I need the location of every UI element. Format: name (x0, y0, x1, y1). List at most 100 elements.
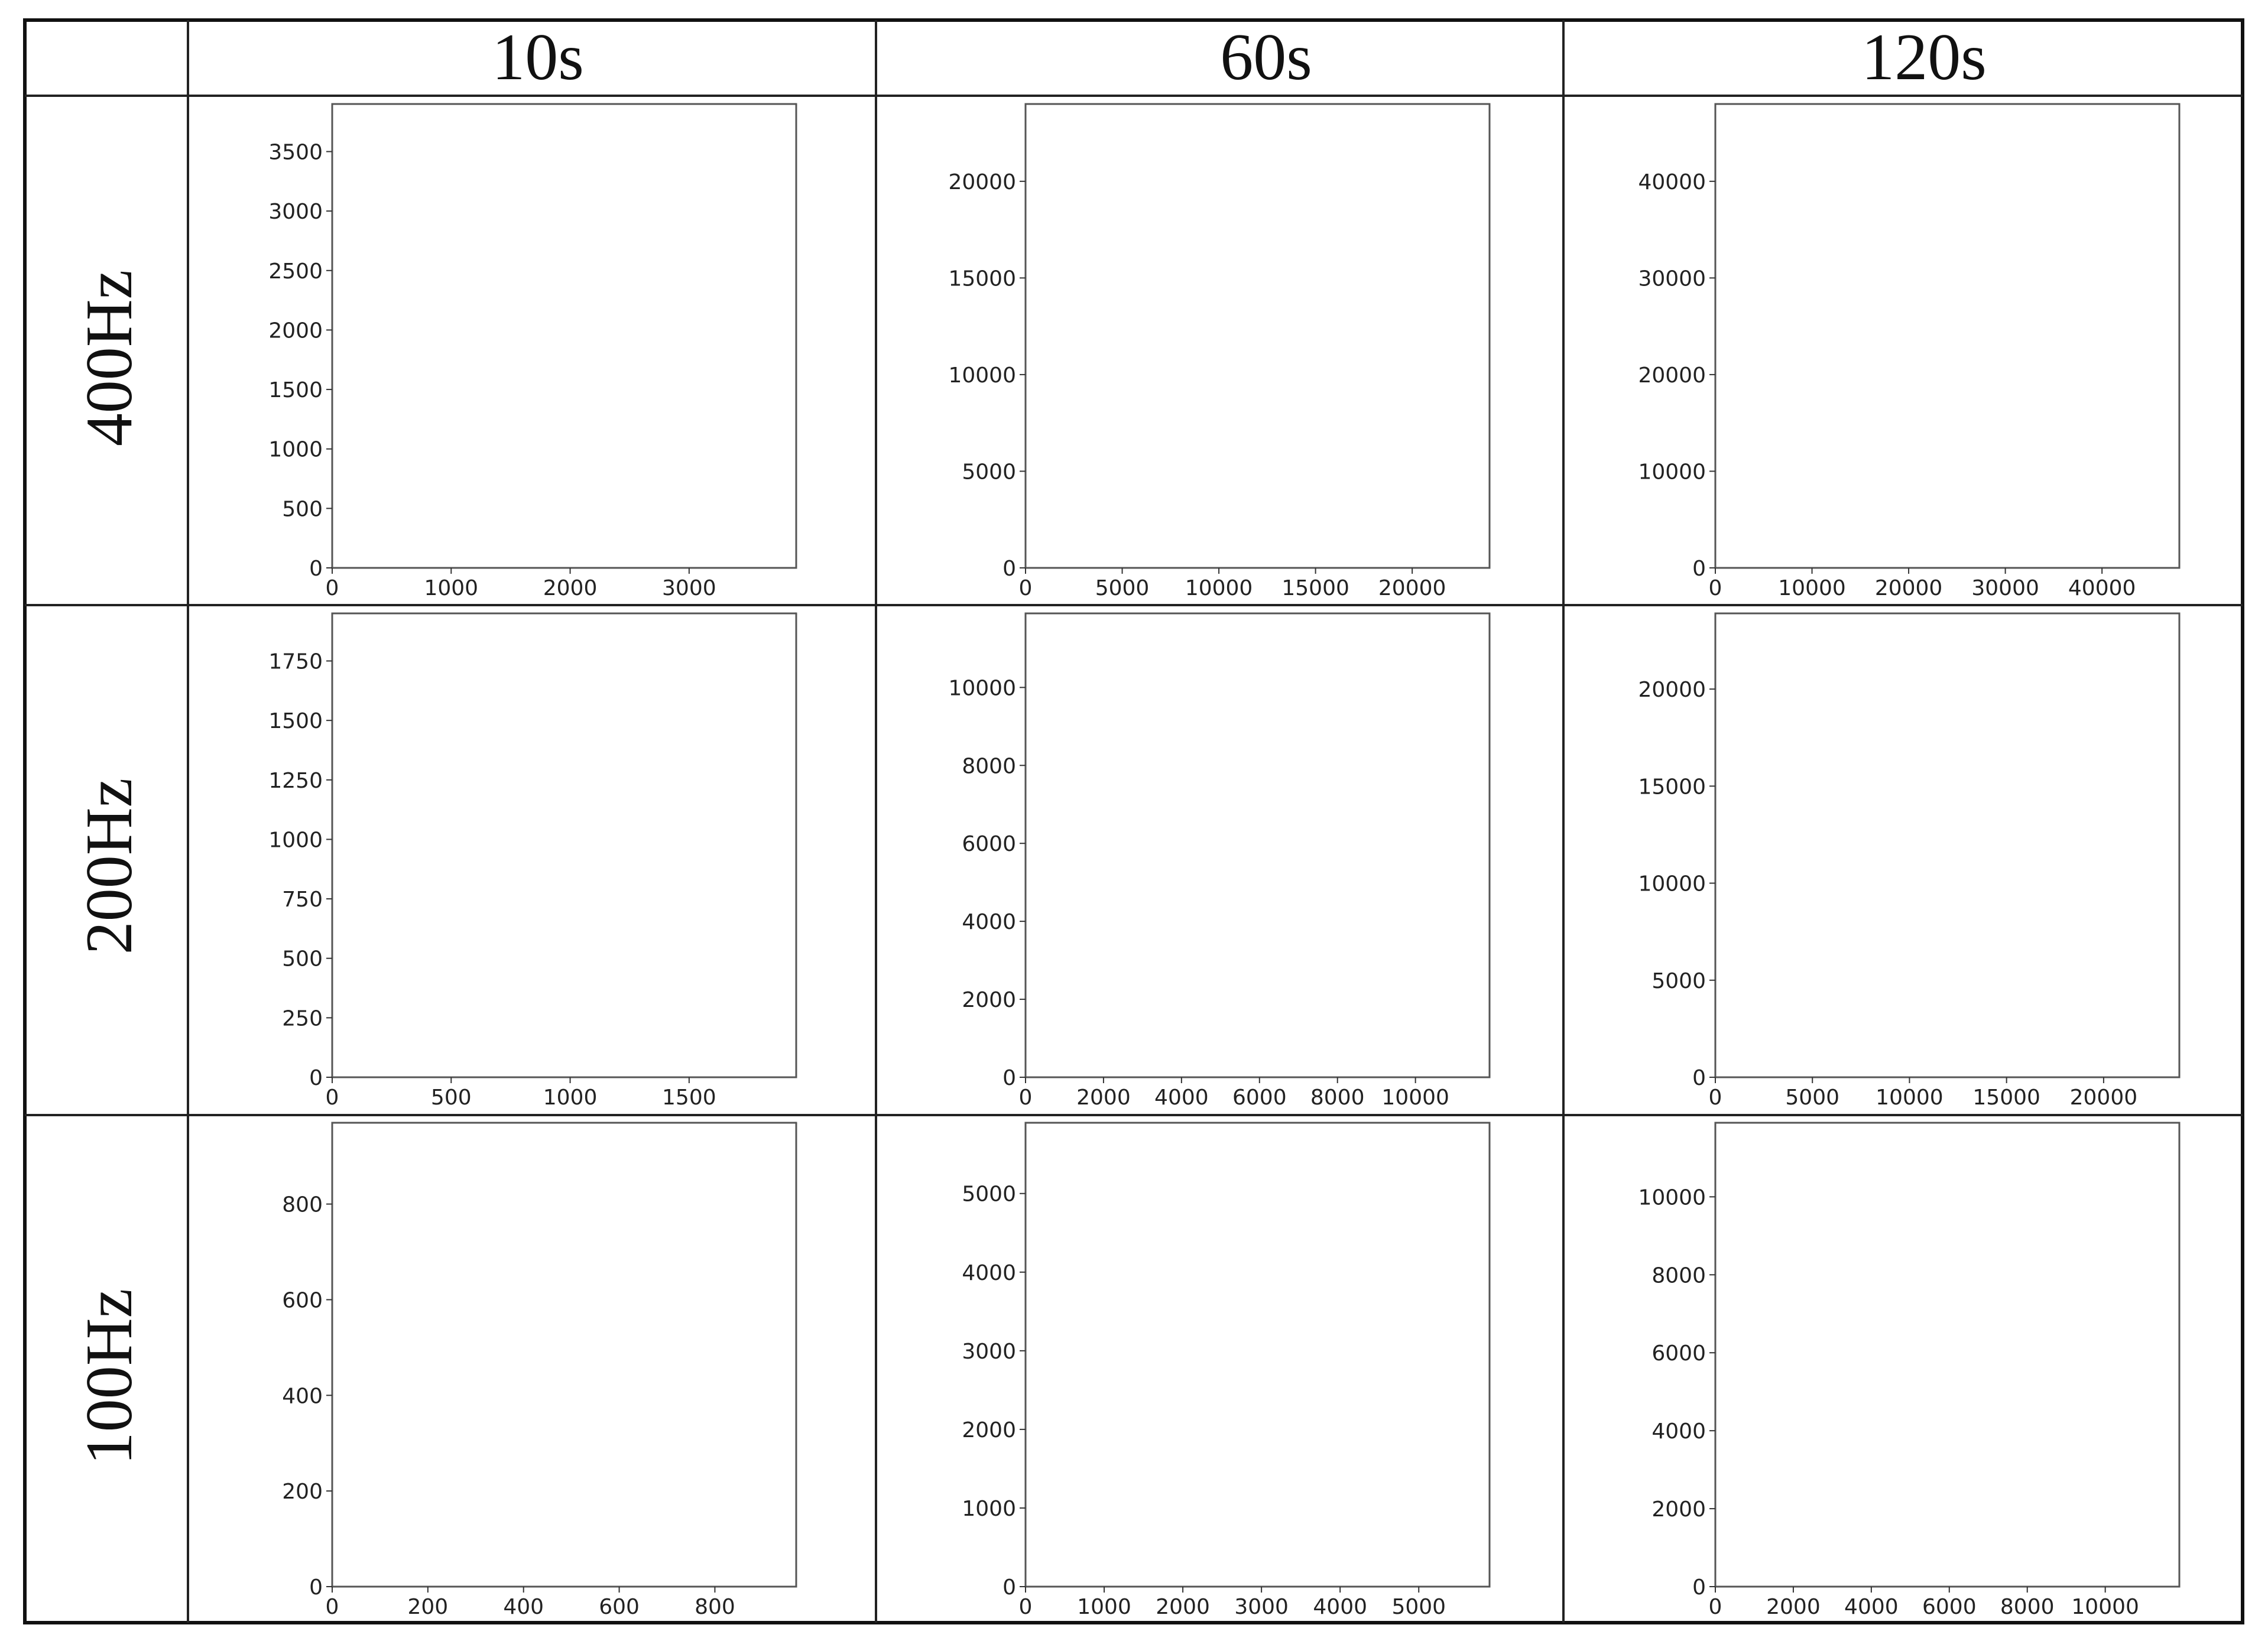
x-tick-label: 600 (599, 1595, 640, 1619)
y-tick-label: 40000 (1638, 170, 1706, 194)
y-tick-label: 2500 (268, 259, 323, 284)
plot-200hz-10s: 0 500 1000 1500 0 250 500 750 1000 1250 1500 1750 (268, 612, 797, 1110)
x-tick-label: 200 (407, 1595, 448, 1619)
y-tick-label: 8000 (1651, 1263, 1706, 1288)
x-tick-label: 2000 (1766, 1595, 1821, 1619)
x-tick-label: 0 (1019, 1595, 1033, 1619)
y-tick-label: 5000 (962, 1182, 1016, 1207)
row-header-400hz: 400Hz (73, 270, 146, 447)
y-tick-label: 0 (1002, 1066, 1016, 1090)
axes-frame-200hz-120s (1714, 612, 2181, 1078)
x-tick-label: 5000 (1095, 576, 1150, 600)
axes-frame-400hz-60s (1024, 103, 1491, 569)
y-tick-label: 0 (1002, 1575, 1016, 1600)
col-header-120s: 120s (1861, 21, 1987, 94)
x-tick-label: 20000 (1378, 576, 1446, 600)
axes-frame-100hz-10s (331, 1122, 797, 1588)
y-tick-label: 400 (282, 1384, 323, 1408)
x-tick-label: 3000 (662, 576, 716, 600)
x-tick-label: 1000 (1077, 1595, 1131, 1619)
y-tick-label: 2000 (962, 988, 1016, 1012)
y-tick-label: 4000 (962, 1261, 1016, 1285)
y-tick-label: 0 (1692, 1575, 1706, 1600)
table-frame (23, 18, 2244, 1624)
y-tick-label: 20000 (1638, 678, 1706, 702)
x-tick-label: 10000 (1876, 1086, 1943, 1110)
axes-frame-400hz-10s (331, 103, 797, 569)
x-tick-label: 2000 (1076, 1086, 1131, 1110)
y-tick-label: 2000 (962, 1418, 1016, 1442)
x-tick-label: 15000 (1281, 576, 1349, 600)
y-tick-label: 1500 (268, 709, 323, 733)
plot-200hz-120s: 0 5000 10000 15000 20000 0 5000 10000 15000 20000 (1638, 612, 2181, 1110)
x-tick-label: 2000 (1156, 1595, 1210, 1619)
x-tick-label: 1000 (424, 576, 478, 600)
x-tick-label: 10000 (2071, 1595, 2139, 1619)
y-tick-label: 10000 (948, 676, 1016, 700)
y-tick-label: 6000 (962, 832, 1016, 856)
y-tick-label: 3500 (268, 141, 323, 165)
plot-100hz-10s: 0 200 400 600 800 0 200 400 600 800 (282, 1122, 797, 1619)
y-tick-label: 250 (282, 1006, 323, 1031)
y-tick-label: 0 (1002, 557, 1016, 581)
col-header-10s: 10s (492, 21, 584, 94)
x-tick-label: 10000 (1778, 576, 1846, 600)
y-tick-label: 0 (309, 1575, 323, 1600)
x-tick-label: 1500 (662, 1086, 716, 1110)
y-tick-label: 750 (282, 888, 323, 912)
x-tick-label: 3000 (1234, 1595, 1289, 1619)
y-tick-label: 20000 (1638, 363, 1706, 388)
y-tick-label: 0 (309, 1066, 323, 1090)
y-tick-label: 0 (1692, 1066, 1706, 1090)
x-tick-label: 0 (1709, 576, 1722, 600)
x-tick-label: 5000 (1785, 1086, 1839, 1110)
row-header-100hz: 100Hz (73, 1289, 146, 1465)
y-tick-label: 200 (282, 1480, 323, 1504)
x-tick-label: 4000 (1154, 1086, 1209, 1110)
axes-frame-400hz-120s (1714, 103, 2181, 569)
y-tick-label: 0 (309, 557, 323, 581)
x-tick-label: 20000 (2070, 1086, 2138, 1110)
x-tick-label: 400 (503, 1595, 544, 1619)
y-tick-label: 1500 (268, 378, 323, 402)
x-tick-label: 2000 (543, 576, 598, 600)
x-tick-label: 20000 (1875, 576, 1943, 600)
x-tick-label: 4000 (1844, 1595, 1899, 1619)
col-header-60s: 60s (1220, 21, 1312, 94)
y-tick-label: 15000 (948, 267, 1016, 291)
y-tick-label: 1000 (962, 1497, 1016, 1521)
y-tick-label: 1000 (268, 438, 323, 462)
y-tick-label: 1000 (268, 828, 323, 852)
x-tick-label: 0 (1019, 1086, 1033, 1110)
y-tick-label: 3000 (268, 200, 323, 224)
plot-100hz-120s: 0 2000 4000 6000 8000 10000 0 2000 4000 6000 8000 1… (1638, 1122, 2181, 1619)
y-tick-label: 8000 (962, 754, 1016, 778)
x-tick-label: 6000 (1232, 1086, 1287, 1110)
y-tick-label: 1250 (268, 769, 323, 793)
y-tick-label: 10000 (1638, 460, 1706, 484)
x-tick-label: 1000 (543, 1086, 598, 1110)
x-tick-label: 0 (326, 1595, 339, 1619)
plot-400hz-120s: 0 10000 20000 30000 40000 0 10000 20000 30000 400… (1638, 103, 2181, 600)
y-tick-label: 500 (282, 497, 323, 521)
y-tick-label: 20000 (948, 170, 1016, 194)
y-tick-label: 500 (282, 947, 323, 971)
x-tick-label: 10000 (1381, 1086, 1449, 1110)
x-tick-label: 4000 (1313, 1595, 1367, 1619)
x-tick-label: 8000 (2000, 1595, 2055, 1619)
plot-400hz-60s: 0 5000 10000 15000 20000 0 5000 10000 15000 20000 (948, 103, 1491, 600)
y-tick-label: 30000 (1638, 267, 1706, 291)
y-tick-label: 0 (1692, 557, 1706, 581)
y-tick-label: 2000 (268, 319, 323, 343)
axes-frame-100hz-60s (1024, 1122, 1491, 1588)
x-tick-label: 10000 (1185, 576, 1253, 600)
recurrence-plots: 0 1000 2000 3000050010001500200025003000350… (268, 103, 2181, 1619)
plot-400hz-10s: 0 1000 2000 3000 0 500 1000 1500 2000 2500 3000 350… (268, 103, 797, 600)
x-tick-label: 0 (1709, 1086, 1722, 1110)
y-tick-label: 1750 (268, 650, 323, 674)
y-tick-label: 10000 (948, 363, 1016, 388)
x-tick-label: 0 (326, 576, 339, 600)
x-tick-label: 800 (695, 1595, 735, 1619)
x-tick-label: 5000 (1391, 1595, 1446, 1619)
